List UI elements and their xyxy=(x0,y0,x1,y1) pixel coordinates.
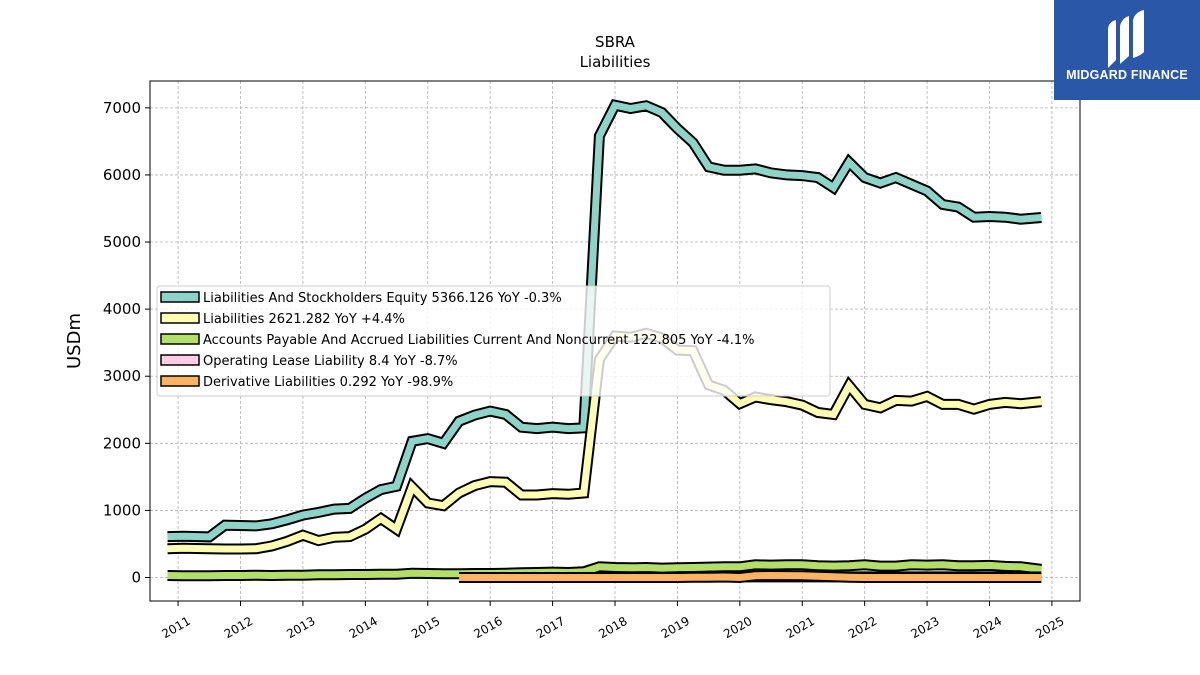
x-tick-label: 2022 xyxy=(846,614,879,641)
series-line xyxy=(167,561,1042,580)
legend-box xyxy=(156,285,831,397)
legend-label: Operating Lease Liability 8.4 YoY -8.7% xyxy=(203,354,458,369)
plot-frame xyxy=(149,80,1081,602)
x-tick-label: 2017 xyxy=(534,614,567,641)
legend: Liabilities And Stockholders Equity 5366… xyxy=(156,285,831,397)
y-tick-label: 5000 xyxy=(103,233,141,251)
legend-label: Accounts Payable And Accrued Liabilities… xyxy=(203,333,755,348)
x-tick-label: 2025 xyxy=(1033,614,1066,641)
legend-swatch xyxy=(160,333,200,345)
x-tick-label: 2011 xyxy=(159,614,192,641)
x-tick-label: 2019 xyxy=(659,614,692,641)
brand-name: MIDGARD FINANCE xyxy=(1066,68,1188,82)
brand-logo: MIDGARD FINANCE xyxy=(1054,0,1200,100)
x-tick-label: 2018 xyxy=(596,614,629,641)
y-tick-label: 2000 xyxy=(103,434,141,452)
series-3 xyxy=(167,559,1042,582)
legend-label: Liabilities 2621.282 YoY +4.4% xyxy=(203,312,405,327)
x-tick-label: 2023 xyxy=(908,614,941,641)
x-tick-label: 2021 xyxy=(784,614,817,641)
x-tick-label: 2024 xyxy=(971,614,1004,641)
series-5 xyxy=(459,569,1042,584)
y-tick-label: 3000 xyxy=(103,367,141,385)
y-tick-label: 6000 xyxy=(103,166,141,184)
x-tick-label: 2015 xyxy=(409,614,442,641)
y-tick-label: 0 xyxy=(131,569,141,587)
series-1 xyxy=(167,98,1042,543)
legend-label: Derivative Liabilities 0.292 YoY -98.9% xyxy=(203,375,453,390)
y-axis-label: USDm xyxy=(64,313,85,369)
x-tick-label: 2013 xyxy=(284,614,317,641)
y-tick-label: 7000 xyxy=(103,99,141,117)
x-tick-label: 2012 xyxy=(222,614,255,641)
x-tick-label: 2020 xyxy=(721,614,754,641)
legend-swatch xyxy=(160,312,200,324)
legend-swatch xyxy=(160,354,200,366)
x-tick-label: 2016 xyxy=(471,614,504,641)
y-tick-label: 4000 xyxy=(103,300,141,318)
legend-swatch xyxy=(160,375,200,387)
series-line xyxy=(167,101,1042,541)
chart-subtitle: Liabilities xyxy=(580,53,651,71)
x-tick-label: 2014 xyxy=(347,614,380,641)
y-tick-label: 1000 xyxy=(103,501,141,519)
series-line xyxy=(459,571,1042,582)
midgard-m-logo-icon xyxy=(1108,10,1144,68)
legend-label: Liabilities And Stockholders Equity 5366… xyxy=(203,291,562,306)
chart-title: SBRA xyxy=(595,33,636,51)
legend-swatch xyxy=(160,291,200,303)
